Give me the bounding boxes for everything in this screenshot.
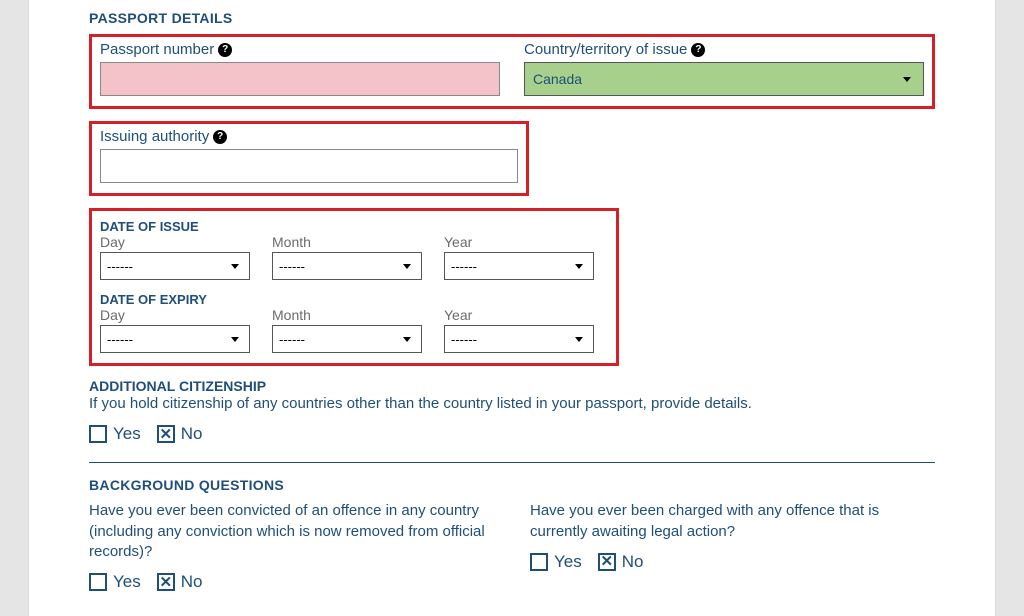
citizenship-yes-label: Yes [113,424,141,444]
q2-no-checkbox[interactable]: ✕ [598,553,616,571]
q1-no-checkbox[interactable]: ✕ [157,573,175,591]
chevron-down-icon [231,264,239,269]
q2-no-label: No [622,552,644,572]
expiry-month-value: ------ [279,332,305,347]
expiry-year-label: Year [444,307,594,323]
chevron-down-icon [403,264,411,269]
expiry-year-value: ------ [451,332,477,347]
chevron-down-icon [231,337,239,342]
issuing-authority-label: Issuing authority ? [100,128,518,145]
additional-citizenship-title: ADDITIONAL CITIZENSHIP [89,378,935,394]
form-sheet: PASSPORT DETAILS Passport number ? Count… [28,0,996,616]
issue-month-label: Month [272,234,422,250]
section-divider [89,462,935,463]
citizenship-yes-checkbox[interactable] [89,425,107,443]
q1-no-label: No [181,572,203,592]
expiry-day-select[interactable]: ------ [100,325,250,353]
issuing-authority-group: Issuing authority ? [89,121,529,196]
expiry-year-select[interactable]: ------ [444,325,594,353]
q2-yes-label: Yes [554,552,582,572]
background-q2-text: Have you ever been charged with any offe… [530,501,935,542]
issue-day-value: ------ [107,259,133,274]
issue-day-select[interactable]: ------ [100,252,250,280]
issue-month-value: ------ [279,259,305,274]
chevron-down-icon [575,337,583,342]
expiry-day-label: Day [100,307,250,323]
country-issue-label-text: Country/territory of issue [524,41,687,58]
chevron-down-icon [575,264,583,269]
help-icon[interactable]: ? [691,43,705,57]
help-icon[interactable]: ? [213,130,227,144]
country-issue-select[interactable]: Canada [524,62,924,96]
help-icon[interactable]: ? [218,43,232,57]
issue-month-select[interactable]: ------ [272,252,422,280]
issuing-authority-label-text: Issuing authority [100,128,209,145]
issuing-authority-input[interactable] [100,149,518,183]
issue-year-value: ------ [451,259,477,274]
q1-yes-label: Yes [113,572,141,592]
date-of-issue-title: DATE OF ISSUE [100,219,608,234]
citizenship-yes-no-row: Yes ✕ No [89,424,935,444]
passport-number-label-text: Passport number [100,41,214,58]
passport-number-country-group: Passport number ? Country/territory of i… [89,34,935,109]
issue-year-label: Year [444,234,594,250]
additional-citizenship-text: If you hold citizenship of any countries… [89,394,935,414]
expiry-month-label: Month [272,307,422,323]
q1-yes-checkbox[interactable] [89,573,107,591]
q1-yes-no-row: Yes ✕ No [89,572,494,592]
country-issue-value: Canada [533,71,582,87]
q2-yes-checkbox[interactable] [530,553,548,571]
background-questions-title: BACKGROUND QUESTIONS [89,477,935,501]
passport-number-label: Passport number ? [100,41,500,58]
citizenship-no-label: No [181,424,203,444]
background-q1-text: Have you ever been convicted of an offen… [89,501,494,562]
passport-details-title: PASSPORT DETAILS [89,0,935,34]
dates-group: DATE OF ISSUE Day ------ Month ------ Ye… [89,208,619,366]
country-issue-label: Country/territory of issue ? [524,41,924,58]
passport-number-input[interactable] [100,62,500,96]
expiry-month-select[interactable]: ------ [272,325,422,353]
chevron-down-icon [403,337,411,342]
date-of-expiry-title: DATE OF EXPIRY [100,292,608,307]
q2-yes-no-row: Yes ✕ No [530,552,935,572]
expiry-day-value: ------ [107,332,133,347]
issue-day-label: Day [100,234,250,250]
chevron-down-icon [903,77,911,82]
issue-year-select[interactable]: ------ [444,252,594,280]
citizenship-no-checkbox[interactable]: ✕ [157,425,175,443]
